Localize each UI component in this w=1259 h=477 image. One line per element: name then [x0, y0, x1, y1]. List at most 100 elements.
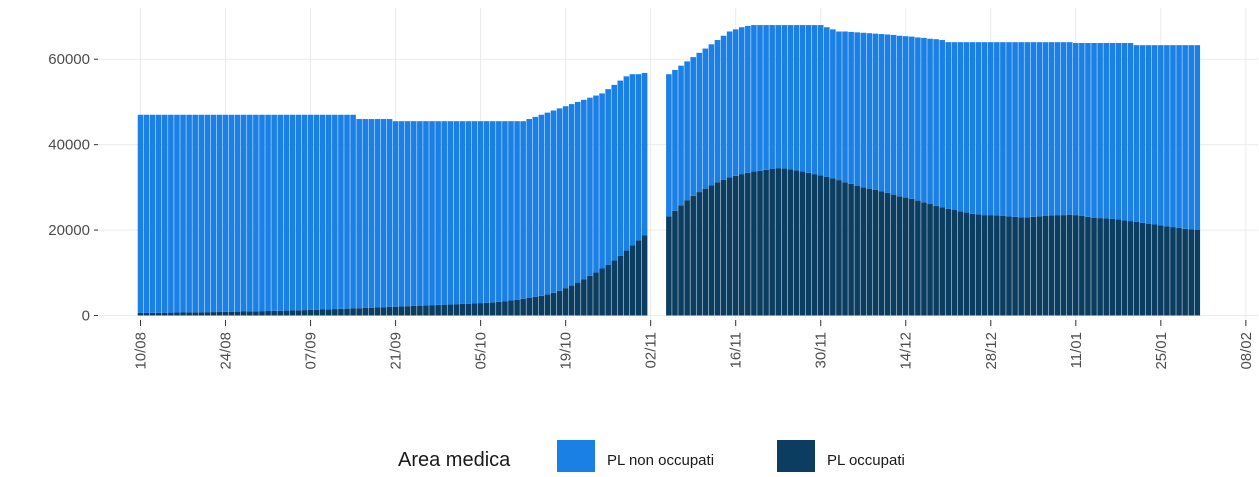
- bar: [489, 121, 496, 303]
- bar: [253, 311, 259, 316]
- bar: [325, 309, 332, 316]
- bar: [896, 35, 903, 197]
- bar: [1024, 217, 1031, 316]
- bar: [143, 312, 150, 316]
- bar: [550, 292, 557, 316]
- bar: [915, 37, 921, 201]
- bar: [574, 101, 581, 283]
- bar: [404, 306, 411, 316]
- bar: [568, 104, 575, 286]
- bar: [909, 36, 915, 199]
- bar: [969, 213, 976, 316]
- legend-label: PL occupati: [827, 452, 905, 469]
- bar: [1054, 215, 1061, 316]
- bar: [684, 200, 690, 316]
- bar: [210, 114, 217, 313]
- bar: [247, 114, 253, 312]
- bar: [453, 121, 460, 305]
- bar: [921, 37, 927, 203]
- bar: [1109, 43, 1116, 219]
- bar: [1073, 43, 1079, 216]
- bar: [981, 215, 988, 316]
- bar: [1158, 45, 1164, 226]
- bar: [1079, 215, 1085, 316]
- bar: [240, 114, 247, 312]
- bar: [380, 307, 387, 316]
- bar: [878, 34, 885, 192]
- bar: [1066, 214, 1073, 316]
- bar: [848, 31, 854, 184]
- bar: [1018, 42, 1024, 218]
- bar: [1145, 45, 1152, 224]
- bar: [496, 301, 502, 316]
- bar: [830, 29, 836, 179]
- bar: [951, 209, 958, 316]
- bar: [1018, 217, 1024, 316]
- x-tick-label: 05/10: [473, 332, 490, 370]
- bar: [1121, 220, 1128, 316]
- bar: [641, 235, 648, 316]
- bar: [690, 195, 696, 316]
- bar: [884, 34, 891, 193]
- bar: [896, 196, 903, 316]
- bar: [1121, 43, 1128, 221]
- bar: [830, 178, 836, 316]
- bar: [489, 302, 496, 316]
- bar: [562, 106, 569, 289]
- bar: [411, 121, 417, 306]
- bar: [277, 310, 283, 316]
- bar: [386, 119, 393, 307]
- bar: [1097, 218, 1103, 316]
- bar: [453, 304, 460, 316]
- bar: [1182, 228, 1188, 316]
- bar: [975, 214, 982, 316]
- bar: [514, 299, 520, 316]
- bar: [805, 25, 812, 173]
- bar: [769, 169, 775, 316]
- bar: [1048, 215, 1055, 316]
- bar: [417, 305, 423, 316]
- bar: [204, 312, 211, 316]
- bar: [216, 311, 223, 316]
- bar: [890, 194, 897, 316]
- bar: [738, 174, 745, 316]
- bar: [332, 309, 338, 316]
- bar: [307, 114, 314, 310]
- x-tick-label: 07/09: [303, 332, 320, 370]
- bar: [271, 310, 277, 316]
- bar: [216, 114, 223, 312]
- bar: [951, 42, 958, 210]
- bar: [793, 25, 800, 171]
- bar: [963, 42, 970, 213]
- bar: [963, 212, 970, 316]
- bar: [283, 310, 290, 316]
- bar: [350, 308, 356, 316]
- bar: [423, 121, 429, 306]
- legend-title: Area medica: [398, 449, 511, 471]
- bar: [629, 245, 636, 316]
- bar: [824, 27, 830, 177]
- bar: [678, 65, 684, 206]
- bar: [817, 25, 824, 176]
- bar: [301, 114, 308, 311]
- bar: [994, 42, 1000, 216]
- bar: [763, 25, 769, 170]
- bar: [1103, 43, 1109, 219]
- bar: [884, 192, 891, 316]
- bar: [386, 306, 393, 316]
- bar: [714, 40, 721, 183]
- bar: [368, 307, 375, 316]
- bar: [471, 303, 478, 316]
- bar: [1006, 216, 1012, 316]
- bar: [1194, 229, 1201, 316]
- bar: [210, 312, 217, 316]
- bar: [362, 307, 369, 316]
- bar: [313, 114, 320, 310]
- bar: [1030, 216, 1037, 316]
- bar: [496, 121, 502, 302]
- bar: [259, 311, 265, 316]
- bar: [672, 69, 678, 211]
- bar: [708, 185, 715, 316]
- bar: [726, 177, 733, 316]
- bar: [483, 121, 490, 303]
